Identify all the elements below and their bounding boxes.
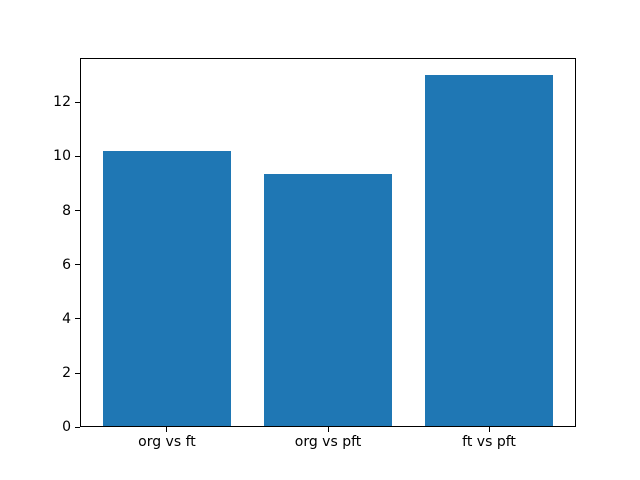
y-tick-label: 6 xyxy=(62,256,71,273)
y-tick-mark xyxy=(75,264,80,266)
x-tick-mark xyxy=(488,427,490,433)
y-tick-mark xyxy=(75,155,80,157)
y-tick-label: 12 xyxy=(53,94,71,111)
x-tick-mark xyxy=(327,427,329,433)
x-tick-label: ft vs pft xyxy=(462,434,516,451)
bar-org-vs-ft xyxy=(102,151,232,428)
x-tick-label: org vs pft xyxy=(294,434,362,451)
bar-org-vs-pft xyxy=(263,174,393,428)
y-tick-label: 4 xyxy=(62,310,71,327)
y-tick-label: 8 xyxy=(62,202,71,219)
x-tick-label: org vs ft xyxy=(138,434,196,451)
y-tick-mark xyxy=(75,101,80,103)
bar-ft-vs-pft xyxy=(424,75,554,428)
y-tick-mark xyxy=(75,210,80,212)
y-tick-mark xyxy=(75,426,80,428)
y-tick-label: 10 xyxy=(53,148,71,165)
y-tick-label: 2 xyxy=(62,365,71,382)
x-tick-mark xyxy=(166,427,168,433)
y-tick-mark xyxy=(75,372,80,374)
y-tick-mark xyxy=(75,318,80,320)
y-tick-label: 0 xyxy=(62,419,71,436)
